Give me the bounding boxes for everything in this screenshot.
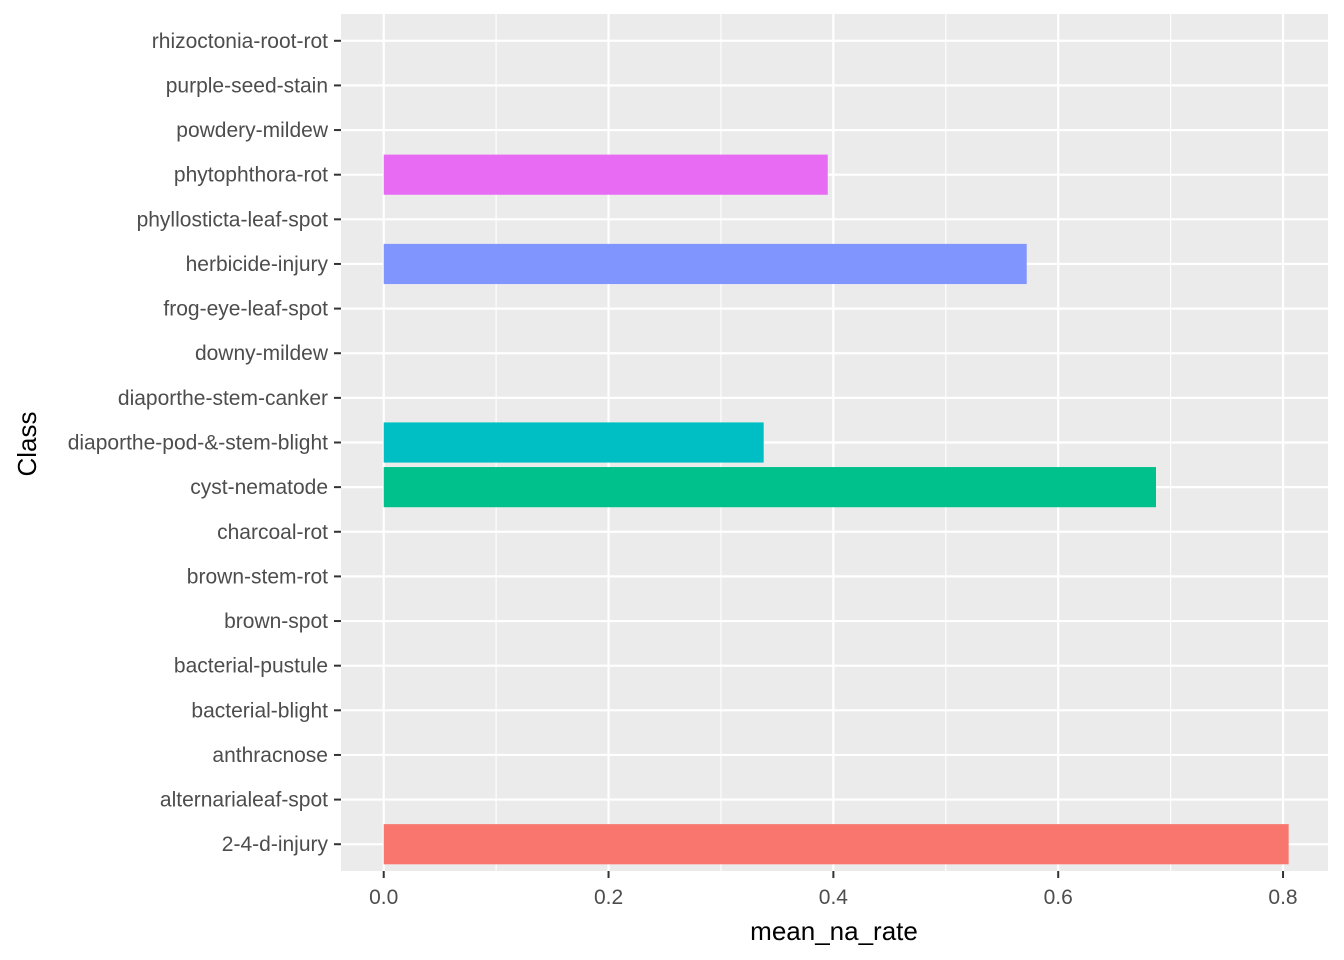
y-tick-label: brown-spot (224, 610, 328, 633)
bar (383, 422, 764, 463)
y-tick-label: anthracnose (212, 744, 328, 767)
y-tick-label: alternarialeaf-spot (160, 789, 328, 812)
y-tick-label: frog-eye-leaf-spot (163, 298, 328, 321)
y-tick-label: powdery-mildew (176, 119, 329, 142)
y-tick-label: diaporthe-pod-&-stem-blight (68, 432, 328, 455)
y-tick-label: phyllosticta-leaf-spot (137, 208, 329, 231)
y-tick-label: charcoal-rot (217, 521, 328, 544)
x-tick-label: 0.0 (369, 886, 398, 909)
y-tick-label: purple-seed-stain (166, 74, 328, 97)
x-tick-label: 0.2 (594, 886, 623, 909)
y-tick-label: diaporthe-stem-canker (118, 387, 328, 410)
y-axis-title: Class (12, 411, 42, 476)
y-tick-label: rhizoctonia-root-rot (152, 30, 328, 53)
bars (383, 154, 1289, 865)
x-tick-label: 0.4 (819, 886, 849, 909)
bar (383, 824, 1289, 865)
y-tick-label: herbicide-injury (186, 253, 329, 276)
bar (383, 154, 828, 195)
x-tick-label: 0.8 (1268, 886, 1297, 909)
y-tick-label: phytophthora-rot (174, 164, 328, 187)
x-axis: 0.0 0.2 0.4 0.6 0.8 (369, 871, 1298, 909)
y-tick-label: brown-stem-rot (187, 565, 328, 588)
bar (383, 467, 1157, 508)
x-tick-label: 0.6 (1044, 886, 1073, 909)
y-tick-label: 2-4-d-injury (222, 833, 329, 856)
y-tick-label: bacterial-pustule (174, 655, 328, 678)
bar (383, 243, 1027, 285)
y-tick-label: bacterial-blight (191, 699, 328, 722)
y-tick-label: downy-mildew (195, 342, 329, 365)
y-tick-label: cyst-nematode (190, 476, 328, 499)
x-axis-title: mean_na_rate (750, 916, 918, 946)
y-axis: 2-4-d-injury alternarialeaf-spot anthracno… (68, 30, 341, 856)
